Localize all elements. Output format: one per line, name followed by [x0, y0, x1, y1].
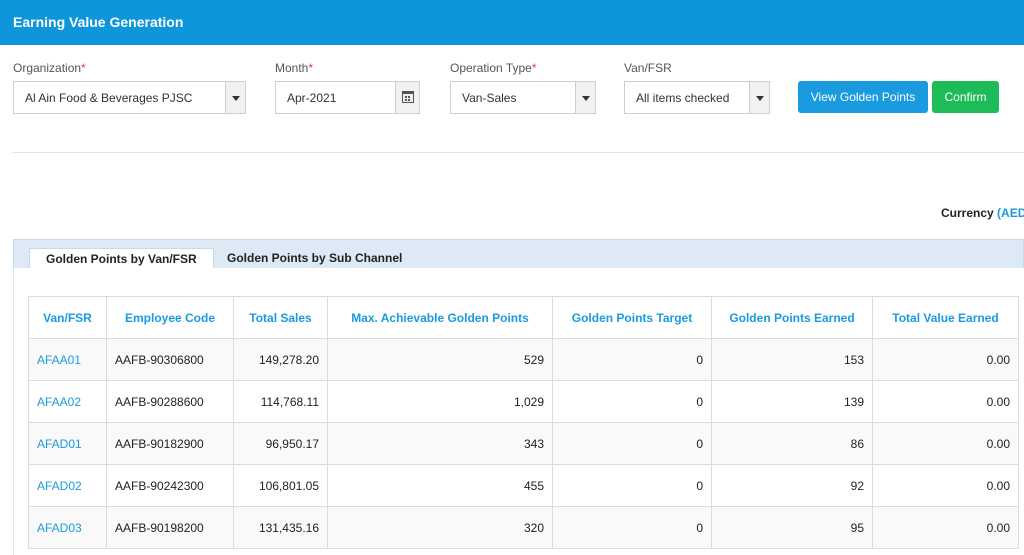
- golden-points-earned-cell: 139: [711, 380, 873, 423]
- organization-label: Organization*: [13, 61, 86, 75]
- column-header[interactable]: Golden Points Target: [552, 296, 712, 339]
- golden-points-target-cell: 0: [552, 506, 712, 549]
- total-sales-cell: 131,435.16: [233, 506, 328, 549]
- golden-points-earned-cell: 95: [711, 506, 873, 549]
- van-fsr-label-text: Van/FSR: [624, 61, 672, 75]
- table-row: AFAA02 AAFB-90288600 114,768.11 1,029 0 …: [28, 380, 1019, 423]
- tab-bar: Golden Points by Van/FSR Golden Points b…: [13, 239, 1024, 270]
- van-fsr-link[interactable]: AFAA02: [28, 380, 107, 423]
- required-mark: *: [531, 61, 537, 75]
- van-fsr-value: All items checked: [636, 91, 730, 105]
- employee-code-cell: AAFB-90306800: [106, 338, 234, 381]
- golden-points-table: Van/FSR Employee Code Total Sales Max. A…: [28, 296, 1019, 549]
- column-header[interactable]: Total Value Earned: [872, 296, 1019, 339]
- van-fsr-link[interactable]: AFAA01: [28, 338, 107, 381]
- organization-label-text: Organization: [13, 61, 82, 75]
- employee-code-cell: AAFB-90288600: [106, 380, 234, 423]
- golden-points-target-cell: 0: [552, 464, 712, 507]
- operation-type-label-text: Operation Type: [450, 61, 532, 75]
- tab-golden-points-by-sub-channel[interactable]: Golden Points by Sub Channel: [227, 251, 403, 265]
- table-row: AFAD01 AAFB-90182900 96,950.17 343 0 86 …: [28, 422, 1019, 465]
- max-golden-points-cell: 320: [327, 506, 553, 549]
- tab-golden-points-by-van-fsr[interactable]: Golden Points by Van/FSR: [29, 248, 214, 270]
- total-value-earned-cell: 0.00: [872, 422, 1019, 465]
- required-mark: *: [81, 61, 86, 75]
- total-value-earned-cell: 0.00: [872, 464, 1019, 507]
- table-header-row: Van/FSR Employee Code Total Sales Max. A…: [28, 296, 1019, 339]
- van-fsr-link[interactable]: AFAD03: [28, 506, 107, 549]
- view-golden-points-button[interactable]: View Golden Points: [798, 81, 928, 113]
- golden-points-earned-cell: 92: [711, 464, 873, 507]
- table-row: AFAD02 AAFB-90242300 106,801.05 455 0 92…: [28, 464, 1019, 507]
- employee-code-cell: AAFB-90198200: [106, 506, 234, 549]
- column-header[interactable]: Employee Code: [106, 296, 234, 339]
- divider: [12, 152, 1024, 153]
- golden-points-earned-cell: 153: [711, 338, 873, 381]
- chevron-down-icon[interactable]: [749, 82, 769, 113]
- confirm-button[interactable]: Confirm: [932, 81, 999, 113]
- total-sales-cell: 149,278.20: [233, 338, 328, 381]
- max-golden-points-cell: 529: [327, 338, 553, 381]
- table-row: AFAA01 AAFB-90306800 149,278.20 529 0 15…: [28, 338, 1019, 381]
- operation-type-select[interactable]: Van-Sales: [450, 81, 596, 114]
- total-sales-cell: 96,950.17: [233, 422, 328, 465]
- van-fsr-label: Van/FSR: [624, 61, 672, 75]
- total-value-earned-cell: 0.00: [872, 380, 1019, 423]
- golden-points-target-cell: 0: [552, 422, 712, 465]
- organization-value: Al Ain Food & Beverages PJSC: [25, 91, 193, 105]
- column-header[interactable]: Golden Points Earned: [711, 296, 873, 339]
- chevron-down-icon[interactable]: [575, 82, 595, 113]
- chevron-down-icon[interactable]: [225, 82, 245, 113]
- operation-type-label: Operation Type*: [450, 61, 537, 75]
- column-header[interactable]: Total Sales: [233, 296, 328, 339]
- total-sales-cell: 106,801.05: [233, 464, 328, 507]
- operation-type-value: Van-Sales: [462, 91, 517, 105]
- van-fsr-link[interactable]: AFAD01: [28, 422, 107, 465]
- van-fsr-multiselect[interactable]: All items checked: [624, 81, 770, 114]
- total-value-earned-cell: 0.00: [872, 338, 1019, 381]
- employee-code-cell: AAFB-90182900: [106, 422, 234, 465]
- month-date-input[interactable]: Apr-2021: [275, 81, 420, 114]
- app-header: Earning Value Generation: [0, 0, 1024, 45]
- month-label-text: Month: [275, 61, 309, 75]
- employee-code-cell: AAFB-90242300: [106, 464, 234, 507]
- total-value-earned-cell: 0.00: [872, 506, 1019, 549]
- currency-code: (AED: [997, 206, 1024, 220]
- max-golden-points-cell: 1,029: [327, 380, 553, 423]
- column-header[interactable]: Van/FSR: [28, 296, 107, 339]
- golden-points-target-cell: 0: [552, 338, 712, 381]
- page-title: Earning Value Generation: [13, 14, 184, 30]
- calendar-icon: [402, 91, 414, 103]
- month-value: Apr-2021: [287, 91, 337, 105]
- golden-points-earned-cell: 86: [711, 422, 873, 465]
- golden-points-target-cell: 0: [552, 380, 712, 423]
- total-sales-cell: 114,768.11: [233, 380, 328, 423]
- required-mark: *: [308, 61, 314, 75]
- max-golden-points-cell: 455: [327, 464, 553, 507]
- column-header[interactable]: Max. Achievable Golden Points: [327, 296, 553, 339]
- currency-indicator: Currency (AED: [941, 206, 1024, 220]
- max-golden-points-cell: 343: [327, 422, 553, 465]
- organization-select[interactable]: Al Ain Food & Beverages PJSC: [13, 81, 246, 114]
- month-label: Month*: [275, 61, 313, 75]
- van-fsr-link[interactable]: AFAD02: [28, 464, 107, 507]
- date-picker-button[interactable]: [395, 82, 419, 113]
- currency-label: Currency: [941, 206, 994, 220]
- table-row: AFAD03 AAFB-90198200 131,435.16 320 0 95…: [28, 506, 1019, 549]
